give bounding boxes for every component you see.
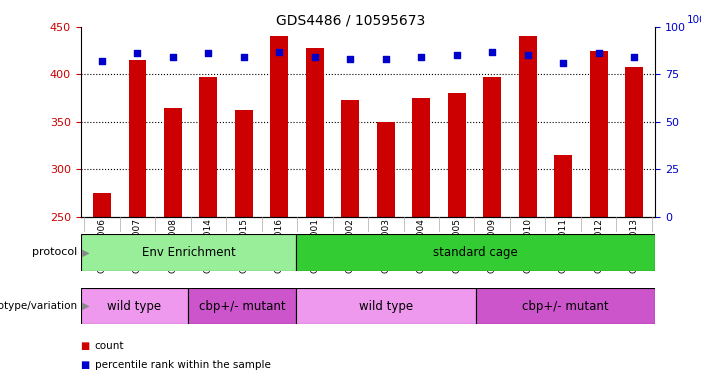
Text: genotype/variation: genotype/variation: [0, 301, 77, 311]
Text: 100%: 100%: [687, 15, 701, 25]
Point: [238, 54, 250, 60]
Text: Env Enrichment: Env Enrichment: [142, 246, 236, 259]
Point: [486, 48, 498, 55]
Point: [273, 48, 285, 55]
Text: cbp+/- mutant: cbp+/- mutant: [199, 300, 285, 313]
Text: GSM766010: GSM766010: [523, 218, 532, 273]
Point: [309, 54, 320, 60]
Text: GSM766003: GSM766003: [381, 218, 390, 273]
Text: wild type: wild type: [359, 300, 413, 313]
Text: GDS4486 / 10595673: GDS4486 / 10595673: [276, 13, 425, 27]
Text: ▶: ▶: [79, 301, 89, 311]
Bar: [306, 48, 324, 217]
Point: [522, 52, 533, 58]
Bar: [625, 67, 643, 217]
Point: [203, 50, 214, 56]
Text: GSM766011: GSM766011: [559, 218, 568, 273]
Text: ■: ■: [81, 341, 90, 351]
Text: ▶: ▶: [79, 247, 89, 258]
Point: [416, 54, 427, 60]
Text: GSM766007: GSM766007: [133, 218, 142, 273]
Text: GSM766016: GSM766016: [275, 218, 284, 273]
Bar: [476, 288, 655, 324]
Text: GSM766013: GSM766013: [629, 218, 639, 273]
Text: cbp+/- mutant: cbp+/- mutant: [522, 300, 609, 313]
Text: protocol: protocol: [32, 247, 77, 258]
Bar: [297, 288, 476, 324]
Text: standard cage: standard cage: [433, 246, 518, 259]
Point: [132, 50, 143, 56]
Point: [345, 56, 356, 62]
Point: [593, 50, 604, 56]
Point: [168, 54, 179, 60]
Bar: [271, 36, 288, 217]
Bar: [341, 100, 359, 217]
Point: [380, 56, 391, 62]
Text: GSM766014: GSM766014: [204, 218, 213, 273]
Bar: [81, 234, 297, 271]
Text: GSM766005: GSM766005: [452, 218, 461, 273]
Bar: [297, 234, 655, 271]
Bar: [189, 288, 297, 324]
Bar: [484, 77, 501, 217]
Point: [557, 60, 569, 66]
Bar: [554, 155, 572, 217]
Text: GSM766015: GSM766015: [239, 218, 248, 273]
Text: ■: ■: [81, 360, 90, 370]
Text: GSM766008: GSM766008: [168, 218, 177, 273]
Bar: [235, 109, 252, 217]
Bar: [448, 93, 465, 217]
Bar: [377, 122, 395, 217]
Text: count: count: [95, 341, 124, 351]
Bar: [590, 51, 608, 217]
Point: [451, 52, 463, 58]
Text: percentile rank within the sample: percentile rank within the sample: [95, 360, 271, 370]
Text: wild type: wild type: [107, 300, 161, 313]
Bar: [519, 36, 536, 217]
Bar: [164, 108, 182, 217]
Text: GSM766004: GSM766004: [417, 218, 426, 273]
Point: [629, 54, 640, 60]
Bar: [200, 77, 217, 217]
Text: GSM766006: GSM766006: [97, 218, 107, 273]
Text: GSM766009: GSM766009: [488, 218, 497, 273]
Point: [96, 58, 107, 64]
Bar: [81, 288, 189, 324]
Text: GSM766002: GSM766002: [346, 218, 355, 273]
Bar: [93, 193, 111, 217]
Bar: [412, 98, 430, 217]
Text: GSM766001: GSM766001: [311, 218, 319, 273]
Bar: [128, 60, 147, 217]
Text: GSM766012: GSM766012: [594, 218, 603, 273]
